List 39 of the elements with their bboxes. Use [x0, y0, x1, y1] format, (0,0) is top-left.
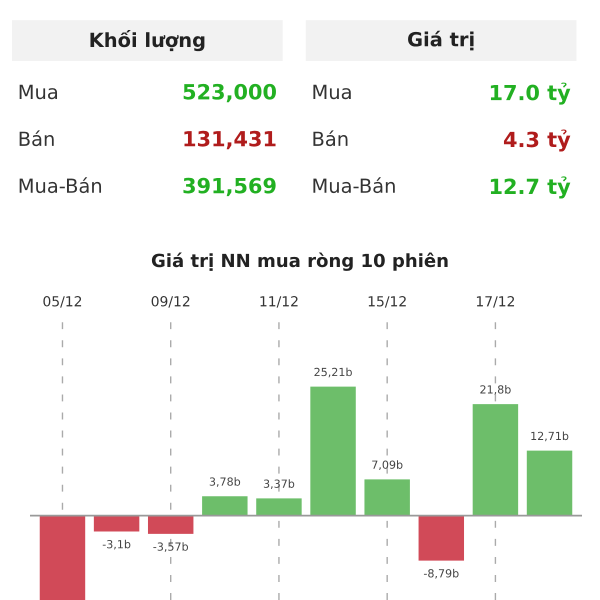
- text: Giá trị: [408, 30, 474, 50]
- text: 391,569: [183, 178, 276, 196]
- bar: [526, 450, 572, 516]
- data-label: 7,09b: [372, 460, 402, 470]
- data-label: -3,1b: [102, 540, 130, 550]
- data-label: 25,21b: [314, 368, 352, 378]
- text: 4.3 tỷ: [504, 129, 570, 152]
- bar: [256, 498, 302, 516]
- data-label: 3,37b: [264, 479, 294, 490]
- bar: [472, 404, 518, 516]
- data-label: 12,71b: [531, 432, 568, 442]
- bar: [94, 516, 140, 532]
- chart-title: Giá trị NN mua ròng 10 phiên: [152, 252, 448, 271]
- text: 17.0 tỷ: [490, 82, 570, 105]
- bar: [40, 516, 86, 600]
- text: Bán: [20, 130, 54, 146]
- text: Khối lượng: [90, 30, 204, 52]
- data-label: 21,8b: [480, 385, 511, 395]
- text: Bán: [313, 130, 348, 146]
- text: Mua: [20, 84, 58, 100]
- text: 523,000: [184, 84, 276, 102]
- x-tick-label: 09/12: [152, 296, 190, 308]
- bar: [418, 516, 464, 561]
- text: Mua-Bán: [20, 177, 102, 194]
- data-label: 3,78b: [210, 477, 240, 487]
- text: 12.7 tỷ: [490, 176, 570, 198]
- text: Mua: [313, 84, 351, 100]
- text: Mua-Bán: [313, 177, 395, 194]
- bar: [202, 496, 248, 516]
- x-tick-label: 11/12: [260, 296, 298, 308]
- text: 131,431: [184, 130, 276, 150]
- x-tick-label: 05/12: [43, 296, 82, 308]
- bar: [310, 386, 356, 516]
- x-tick-label: 17/12: [476, 296, 514, 308]
- x-tick-label: 15/12: [368, 296, 406, 308]
- data-label: -3,57b: [153, 542, 188, 552]
- bar: [364, 479, 410, 516]
- data-label: -8,79b: [424, 568, 459, 579]
- bar: [148, 516, 194, 534]
